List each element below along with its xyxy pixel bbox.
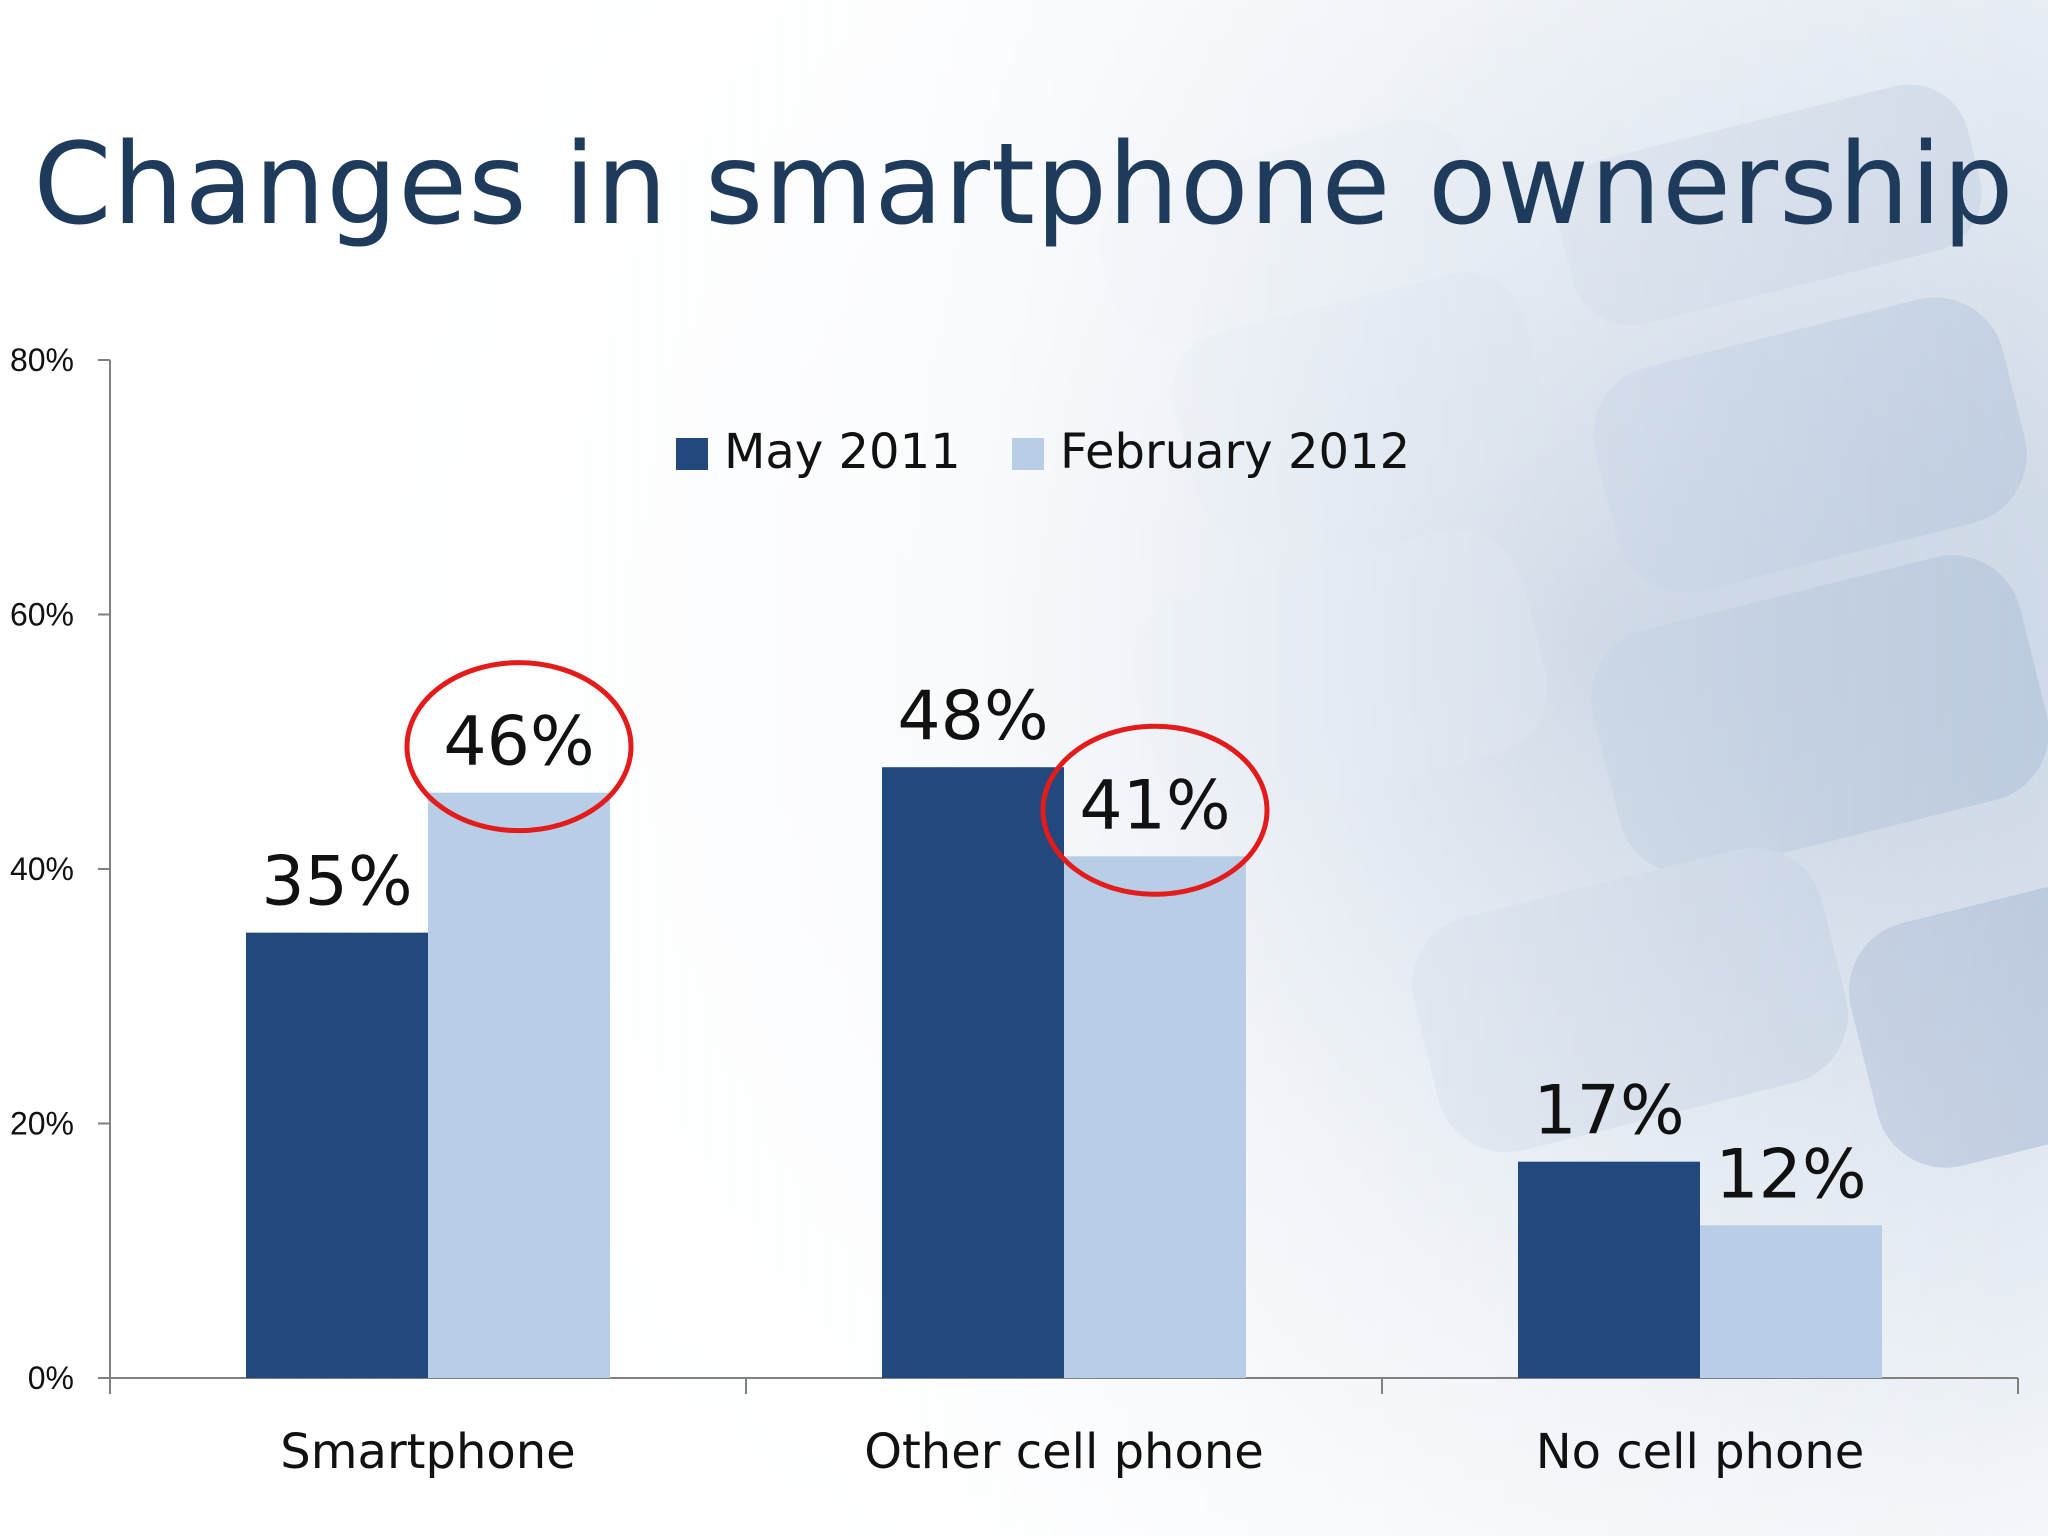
bar: [882, 767, 1064, 1378]
data-label: 35%: [261, 843, 412, 922]
highlight-circle: [404, 660, 634, 834]
y-tick-label: 60%: [10, 597, 74, 633]
y-tick-label: 20%: [10, 1106, 74, 1142]
data-label: 46%: [443, 703, 594, 782]
y-tick-label: 40%: [10, 851, 74, 887]
y-tick-label: 80%: [10, 342, 74, 378]
legend-label: May 2011: [724, 424, 961, 480]
bar: [1064, 856, 1246, 1378]
slide-title: Changes in smartphone ownership: [33, 120, 2015, 250]
legend-label: February 2012: [1060, 424, 1410, 480]
data-label: 41%: [1079, 766, 1230, 845]
highlight-circle: [1040, 723, 1270, 897]
category-label: Other cell phone: [864, 1424, 1264, 1480]
legend: May 2011 February 2012: [676, 424, 1410, 480]
bar: [246, 932, 428, 1378]
highlight-circles: [404, 660, 1270, 897]
data-label: 48%: [897, 677, 1048, 756]
legend-swatch: [676, 438, 708, 470]
bars: [246, 767, 1882, 1378]
bar: [428, 792, 610, 1378]
category-label: Smartphone: [280, 1424, 575, 1480]
bar: [1518, 1161, 1700, 1378]
axes: 0% 20% 40% 60% 80% Smartphone Other cell phone…: [10, 342, 2019, 1480]
data-label: 17%: [1533, 1072, 1684, 1151]
data-label: 12%: [1715, 1135, 1866, 1214]
legend-swatch: [1012, 438, 1044, 470]
bar: [1700, 1225, 1882, 1378]
category-label: No cell phone: [1536, 1424, 1865, 1480]
data-labels: 35% 48% 17% 46% 41% 12%: [261, 677, 1866, 1214]
y-tick-label: 0%: [28, 1360, 74, 1396]
